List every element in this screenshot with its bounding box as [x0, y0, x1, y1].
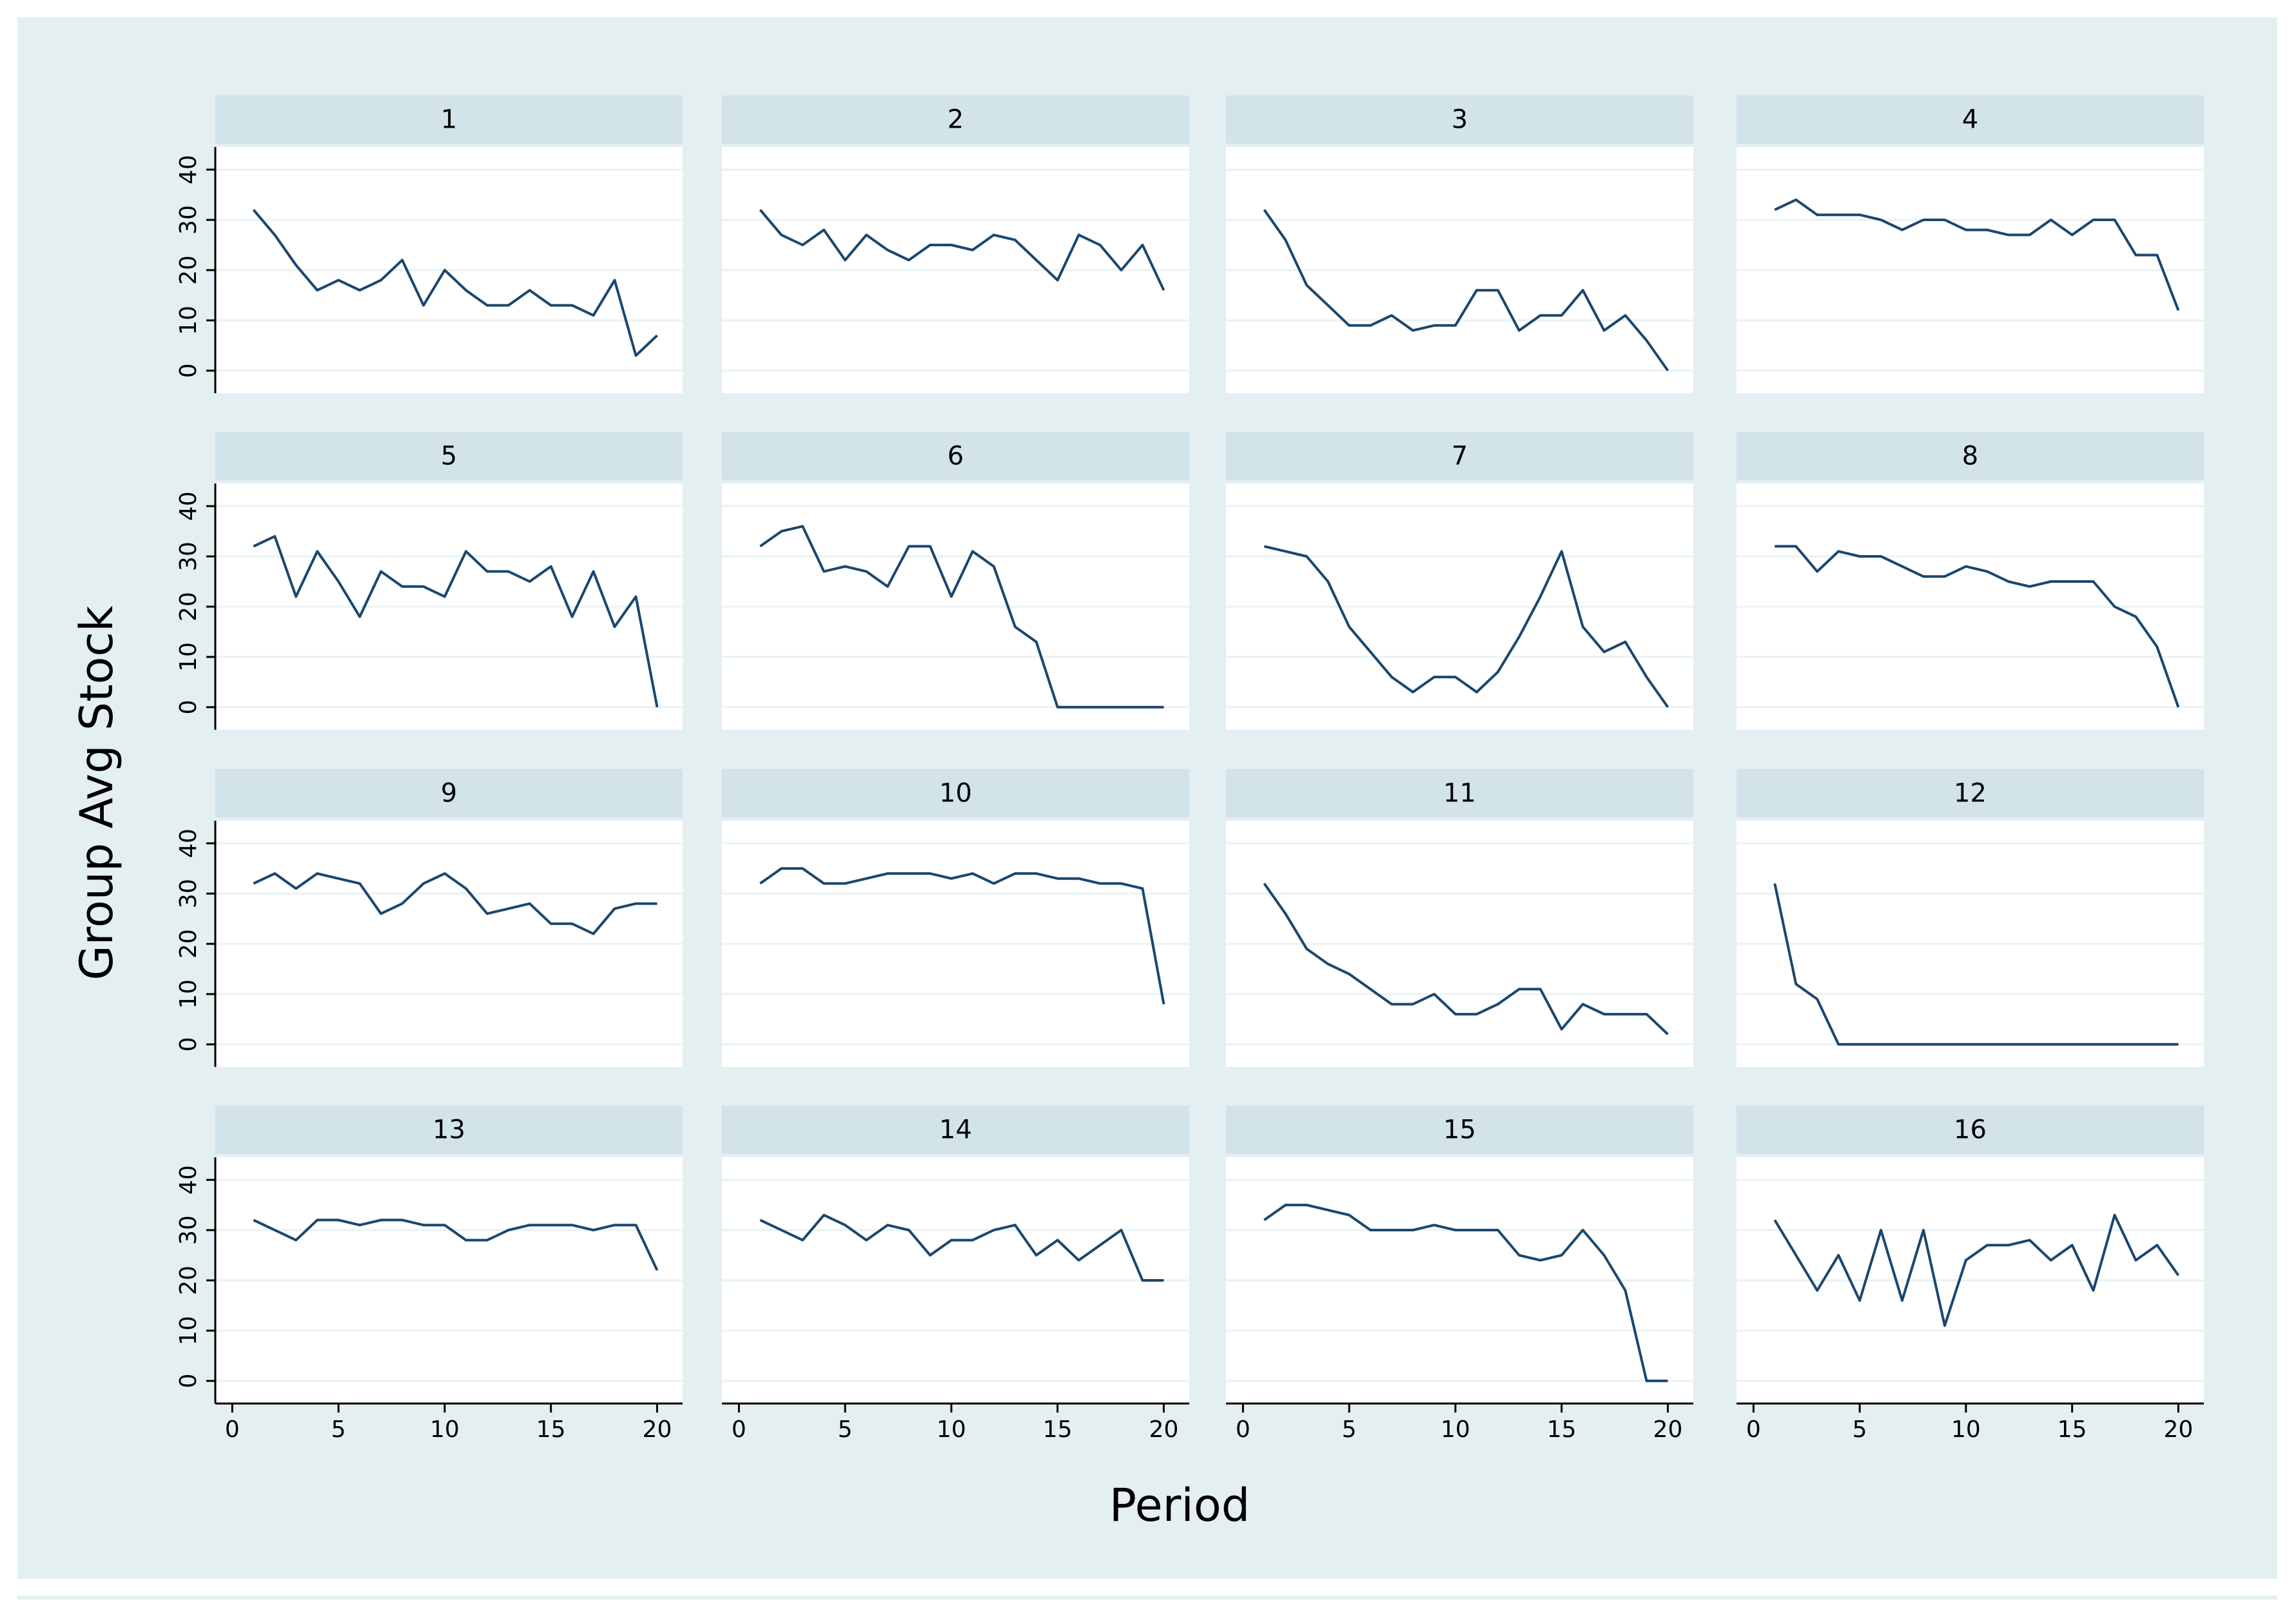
y-tick-label: 30 — [175, 879, 202, 908]
y-tick-label: 20 — [175, 255, 202, 285]
strip — [722, 769, 1189, 817]
x-tick-label: 5 — [1342, 1416, 1357, 1443]
strip — [215, 432, 683, 480]
series-line — [253, 1218, 659, 1271]
x-tick-label: 0 — [225, 1416, 240, 1443]
y-axis-title: Group Avg Stock — [70, 605, 123, 980]
panel-title: 10 — [939, 779, 972, 808]
x-tick-label: 15 — [1043, 1416, 1073, 1443]
series-line — [1773, 883, 2179, 1046]
panel-title: 2 — [948, 105, 964, 135]
strip — [215, 769, 683, 817]
y-tick-label: 0 — [175, 1373, 202, 1388]
strip — [1737, 769, 2204, 817]
panel-title: 12 — [1954, 779, 1987, 808]
strip — [722, 1106, 1189, 1154]
x-tick-label: 0 — [732, 1416, 746, 1443]
y-tick-label: 20 — [175, 1266, 202, 1295]
y-tick-label: 40 — [175, 155, 202, 184]
x-tick-label: 20 — [1653, 1416, 1683, 1443]
strip — [215, 1106, 683, 1154]
x-tick-label: 10 — [1951, 1416, 1981, 1443]
series-line — [759, 1213, 1164, 1282]
strip — [1737, 1106, 2204, 1154]
y-tick-label: 30 — [175, 205, 202, 235]
x-tick-label: 15 — [2058, 1416, 2087, 1443]
series-line — [252, 209, 658, 357]
x-tick-label: 15 — [536, 1416, 566, 1443]
series-line — [1263, 209, 1669, 372]
panel-title: 13 — [433, 1115, 465, 1145]
panel-title: 5 — [441, 442, 457, 471]
x-tick-label: 10 — [430, 1416, 460, 1443]
x-tick-label: 5 — [331, 1416, 346, 1443]
x-tick-label: 0 — [1746, 1416, 1761, 1443]
y-tick-label: 10 — [175, 979, 202, 1009]
y-tick-label: 20 — [175, 929, 202, 959]
y-tick-label: 10 — [175, 642, 202, 672]
panel-title: 15 — [1443, 1115, 1476, 1145]
panel-title: 4 — [1962, 105, 1978, 135]
x-tick-label: 10 — [937, 1416, 966, 1443]
series-line — [1263, 545, 1669, 709]
strip — [1737, 95, 2204, 144]
series-line — [759, 525, 1164, 709]
x-tick-label: 20 — [643, 1416, 672, 1443]
strip — [1226, 432, 1693, 480]
x-tick-label: 10 — [1441, 1416, 1470, 1443]
y-tick-label: 40 — [175, 828, 202, 858]
series-line — [759, 209, 1165, 291]
panel-title: 11 — [1443, 779, 1476, 808]
strip — [722, 432, 1189, 480]
y-tick-label: 30 — [175, 542, 202, 571]
strip — [1226, 769, 1693, 817]
series-line — [1774, 198, 2180, 311]
panel-title: 9 — [441, 779, 457, 808]
panel-title: 6 — [948, 442, 964, 471]
panel-title: 1 — [441, 105, 457, 135]
y-tick-label: 20 — [175, 592, 202, 621]
x-axis-title: Period — [1109, 1479, 1250, 1532]
panel-title: 14 — [939, 1115, 972, 1145]
panel-title: 8 — [1962, 442, 1978, 471]
x-tick-label: 20 — [2164, 1416, 2194, 1443]
series-line — [1773, 1213, 2180, 1327]
y-tick-label: 0 — [175, 1037, 202, 1052]
strip — [1226, 1106, 1693, 1154]
series-line — [253, 872, 657, 935]
x-tick-label: 15 — [1547, 1416, 1577, 1443]
y-tick-label: 0 — [175, 699, 202, 714]
series-line — [1263, 1204, 1668, 1382]
y-tick-label: 40 — [175, 491, 202, 521]
strip — [722, 95, 1189, 144]
y-tick-label: 0 — [175, 363, 202, 378]
y-tick-label: 10 — [175, 306, 202, 335]
strip — [1737, 432, 2204, 480]
series-line — [1263, 883, 1669, 1035]
series-line — [759, 867, 1165, 1004]
series-line — [1775, 545, 2180, 708]
x-tick-label: 5 — [838, 1416, 853, 1443]
panel-title: 16 — [1954, 1115, 1987, 1145]
panel-title: 7 — [1452, 442, 1468, 471]
x-tick-label: 20 — [1149, 1416, 1179, 1443]
x-tick-label: 0 — [1236, 1416, 1250, 1443]
y-tick-label: 30 — [175, 1215, 202, 1245]
strip — [1226, 95, 1693, 144]
panel-title: 3 — [1452, 105, 1468, 135]
series-line — [253, 534, 659, 708]
x-tick-label: 5 — [1853, 1416, 1867, 1443]
y-tick-label: 10 — [175, 1316, 202, 1345]
y-tick-label: 40 — [175, 1165, 202, 1195]
strip — [215, 95, 683, 144]
